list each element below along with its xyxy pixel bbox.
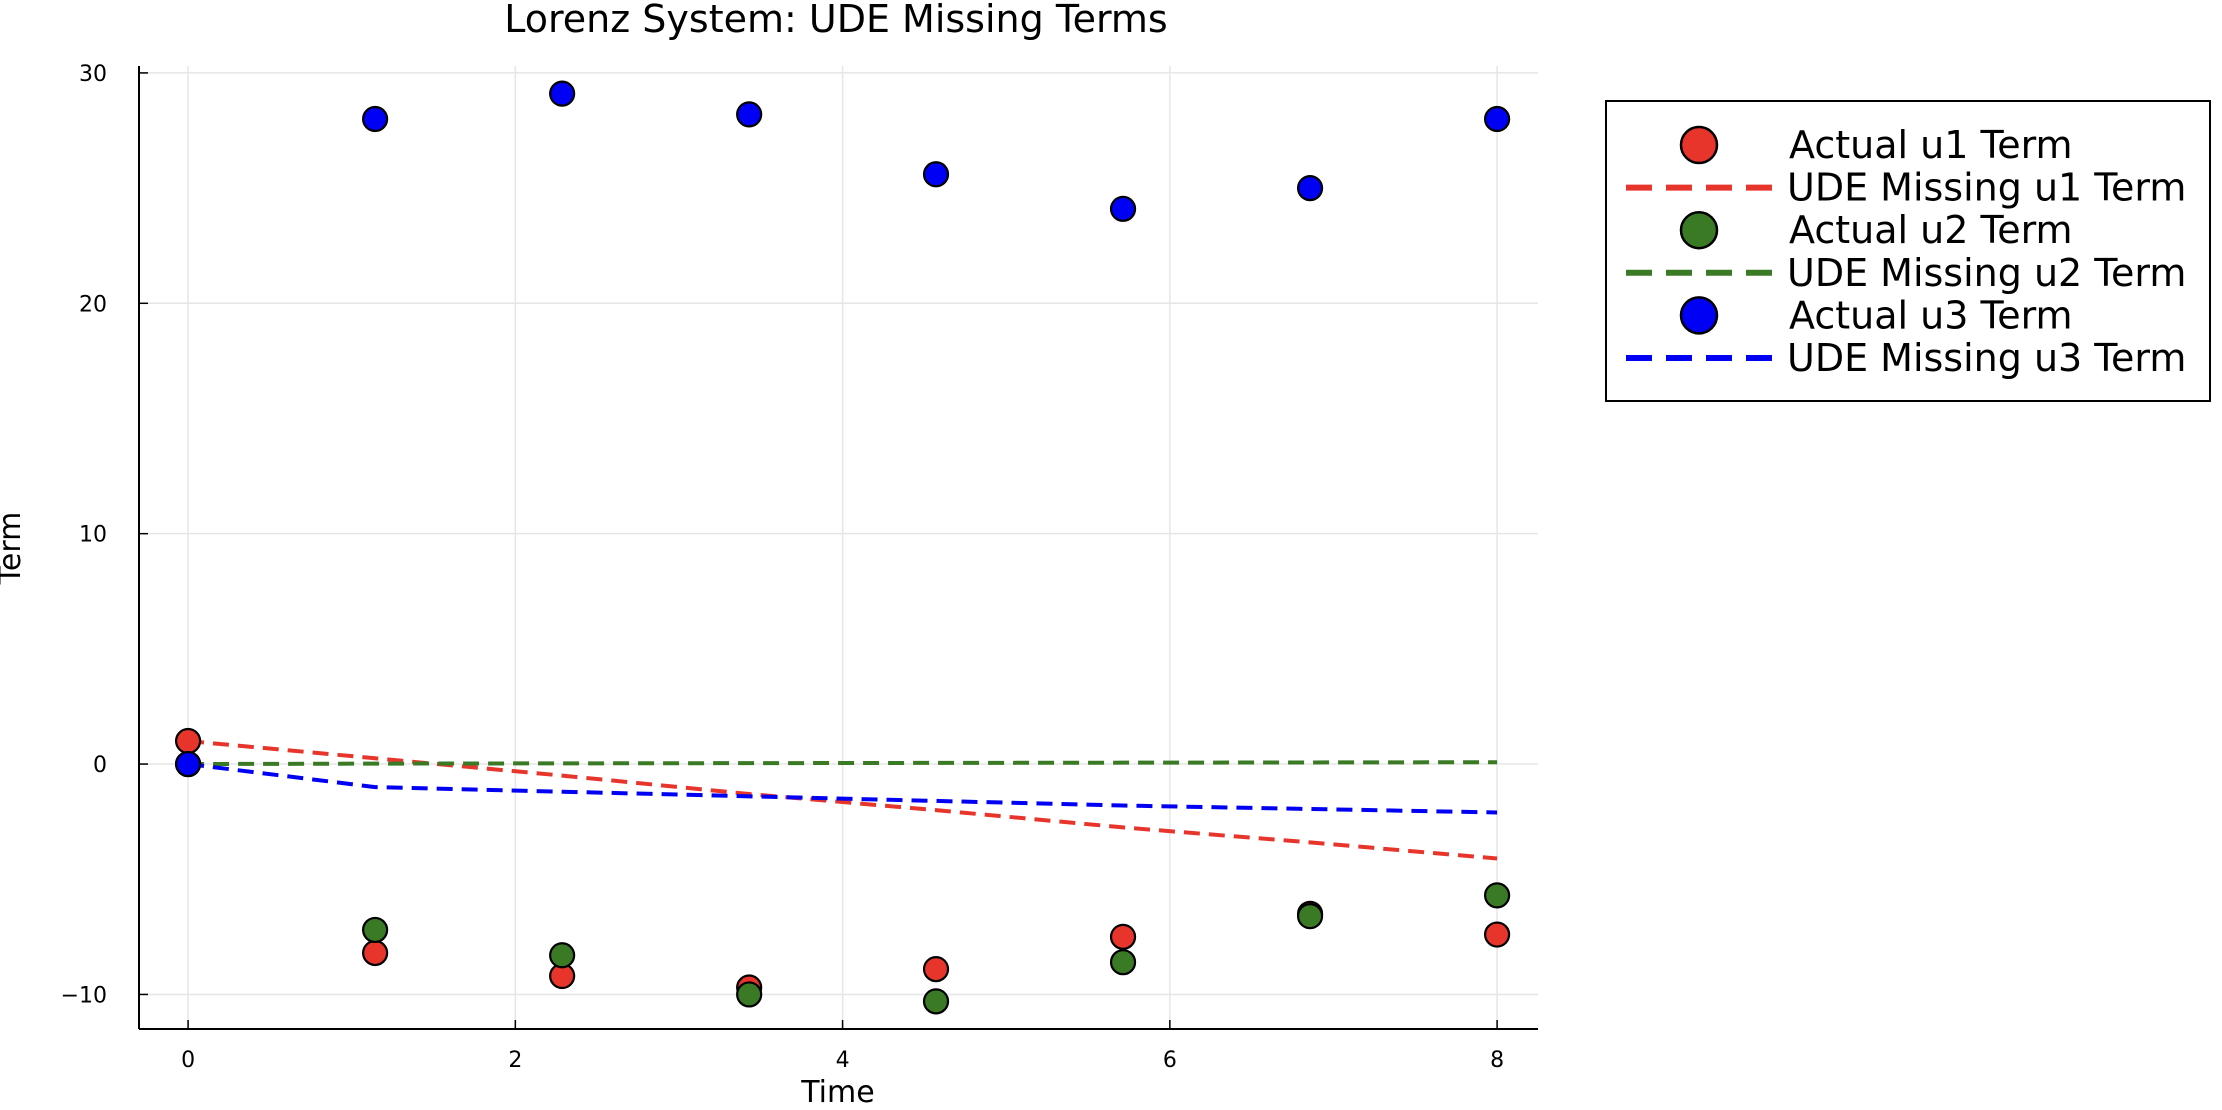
data-point-series-1 xyxy=(1483,921,1511,948)
legend-marker xyxy=(1679,296,1719,335)
plot-area xyxy=(174,80,1511,1015)
grid xyxy=(139,66,1538,1029)
data-point-series-5 xyxy=(549,80,576,107)
y-tick-label: 10 xyxy=(79,523,107,548)
axes xyxy=(138,66,1538,1030)
data-point-series-5 xyxy=(736,101,763,128)
x-tick-label: 4 xyxy=(836,1048,850,1073)
data-point-series-3 xyxy=(549,942,576,969)
y-tick-label: 0 xyxy=(93,753,107,778)
data-point-series-5 xyxy=(362,105,389,133)
x-tick-label: 6 xyxy=(1163,1048,1177,1073)
legend-label: UDE Missing u2 Term xyxy=(1787,251,2186,295)
series-line-2 xyxy=(187,739,1498,861)
data-point-series-1 xyxy=(362,939,389,967)
legend-marker xyxy=(1679,125,1719,165)
legend-marker xyxy=(1679,210,1719,250)
data-point-series-5 xyxy=(1296,175,1324,202)
series-line-6 xyxy=(187,762,1498,815)
data-point-series-5 xyxy=(174,750,202,778)
y-tick-label: −10 xyxy=(61,983,107,1008)
legend-label: UDE Missing u1 Term xyxy=(1787,166,2186,210)
data-point-series-3 xyxy=(736,981,763,1008)
x-axis-label: Time xyxy=(800,1075,874,1110)
data-point-series-1 xyxy=(174,727,202,755)
legend-label: UDE Missing u3 Term xyxy=(1787,336,2186,380)
data-point-series-3 xyxy=(1296,903,1324,930)
data-point-series-5 xyxy=(1483,105,1511,133)
x-tick-label: 0 xyxy=(181,1048,195,1073)
y-axis-label: Term xyxy=(0,512,28,586)
data-point-series-3 xyxy=(1109,949,1137,976)
data-point-series-5 xyxy=(1109,195,1137,222)
y-tick-label: 30 xyxy=(79,62,107,87)
x-tick-label: 8 xyxy=(1490,1048,1504,1073)
series-line-4 xyxy=(188,760,1498,767)
data-point-series-3 xyxy=(922,988,950,1015)
legend-label: Actual u1 Term xyxy=(1789,123,2073,167)
x-tick-label: 2 xyxy=(508,1048,522,1073)
chart-title: Lorenz System: UDE Missing Terms xyxy=(504,0,1167,41)
y-tick-label: 20 xyxy=(79,292,107,317)
ticks: 0 2 4 6 8 −10 0 10 20 30 xyxy=(61,62,1505,1073)
data-point-series-3 xyxy=(362,916,389,944)
legend-label: Actual u3 Term xyxy=(1789,293,2073,337)
data-point-series-1 xyxy=(1109,923,1137,950)
data-point-series-5 xyxy=(922,161,950,188)
data-point-series-3 xyxy=(1483,882,1511,909)
legend-label: Actual u2 Term xyxy=(1789,208,2073,252)
data-point-series-1 xyxy=(922,956,950,983)
